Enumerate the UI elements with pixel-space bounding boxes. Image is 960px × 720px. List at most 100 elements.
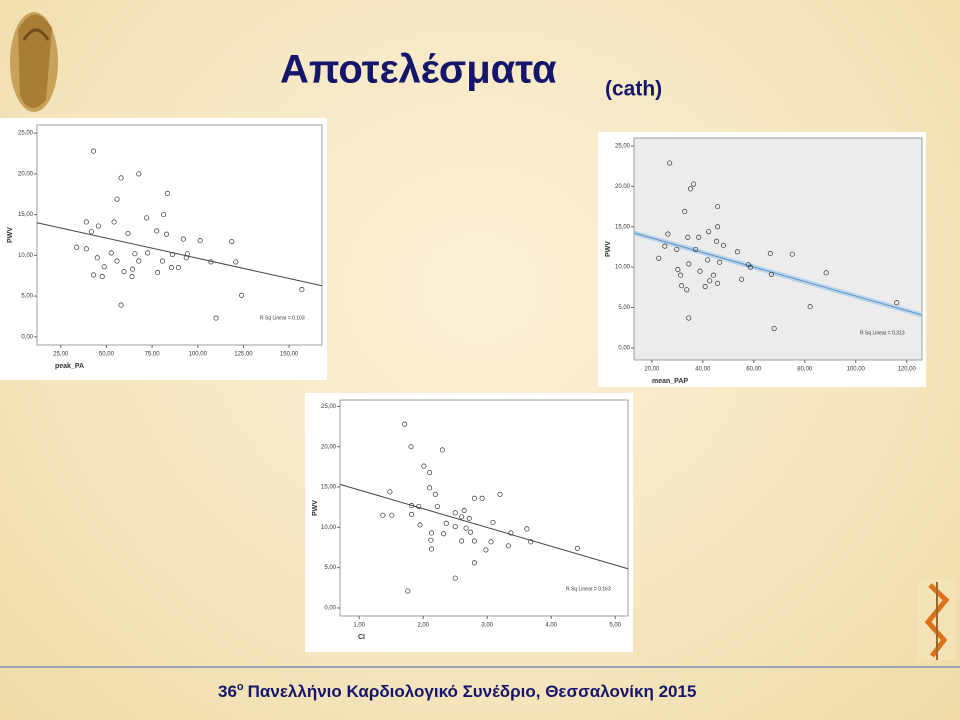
- y-tick-label: 5,00: [324, 565, 336, 571]
- x-tick-label: 100,00: [847, 367, 866, 373]
- x-tick-label: 150,00: [280, 352, 299, 358]
- point: [682, 208, 688, 215]
- point: [452, 510, 458, 516]
- point: [715, 224, 721, 230]
- x-tick-label: 4,00: [545, 623, 557, 629]
- point: [747, 264, 754, 270]
- x-tick-label: 1,00: [353, 623, 365, 629]
- point: [702, 283, 708, 290]
- x-tick-label: 75,00: [145, 352, 161, 358]
- y-tick-label: 20,00: [321, 444, 337, 450]
- x-tick-label: 40,00: [695, 367, 711, 373]
- point: [807, 304, 813, 310]
- point: [461, 507, 467, 513]
- x-axis-label: peak_PA: [55, 363, 84, 370]
- point: [239, 292, 245, 298]
- x-tick-label: 20,00: [644, 367, 660, 373]
- point: [675, 267, 681, 273]
- x-axis-label: mean_PAP: [652, 378, 688, 385]
- point: [688, 186, 694, 192]
- x-tick-label: 50,00: [99, 352, 115, 358]
- point: [164, 190, 170, 196]
- y-axis-label: PWV: [7, 227, 14, 243]
- point: [471, 495, 477, 501]
- point: [768, 271, 774, 277]
- y-tick-label: 10,00: [321, 525, 337, 531]
- point: [229, 238, 235, 245]
- x-tick-label: 25,00: [53, 352, 69, 358]
- point: [427, 485, 433, 491]
- point: [161, 212, 167, 218]
- point: [405, 588, 411, 594]
- y-tick-label: 15,00: [321, 485, 337, 491]
- point: [656, 255, 662, 261]
- point: [468, 529, 474, 535]
- x-tick-label: 5,00: [609, 623, 621, 629]
- point: [452, 575, 458, 581]
- point: [662, 243, 668, 249]
- point: [714, 238, 720, 244]
- point: [90, 272, 97, 278]
- y-tick-label: 5,00: [21, 294, 33, 300]
- point: [175, 265, 181, 271]
- plot-area: [339, 399, 629, 617]
- point: [706, 229, 712, 235]
- x-tick-label: 60,00: [746, 367, 762, 373]
- point: [101, 264, 107, 270]
- y-tick-label: 20,00: [18, 171, 34, 177]
- point: [679, 283, 685, 289]
- point: [697, 268, 703, 274]
- y-tick-label: 10,00: [615, 265, 631, 271]
- x-tick-label: 120,00: [898, 367, 917, 373]
- x-axis-label: CI: [358, 634, 365, 641]
- logo-helmet: [10, 12, 58, 112]
- point: [685, 234, 691, 240]
- fit-line: [339, 483, 629, 570]
- point: [524, 526, 530, 532]
- point: [213, 315, 219, 321]
- point: [83, 219, 89, 225]
- point: [208, 259, 214, 265]
- y-tick-label: 0,00: [324, 606, 336, 612]
- point: [508, 530, 514, 536]
- point: [488, 539, 494, 545]
- point: [710, 272, 717, 278]
- point: [432, 491, 438, 497]
- point: [427, 469, 433, 476]
- point: [136, 258, 142, 264]
- point: [408, 444, 414, 450]
- point: [83, 246, 89, 252]
- point: [674, 246, 680, 252]
- point: [739, 276, 745, 282]
- point: [233, 259, 239, 265]
- footer-number: 36: [218, 682, 237, 701]
- point: [428, 530, 435, 536]
- chart: 0,00 5,00 10,00 15,00 20,00 25,00 1,00 2,00 3,00…: [305, 393, 633, 652]
- y-tick-label: 10,00: [18, 253, 34, 259]
- plot-area: [633, 137, 923, 361]
- point: [894, 300, 900, 306]
- point: [717, 259, 723, 265]
- point: [459, 514, 465, 520]
- x-tick-label: 2,00: [417, 623, 429, 629]
- point: [129, 274, 135, 280]
- point: [665, 231, 671, 237]
- point: [734, 249, 741, 255]
- point: [452, 523, 458, 530]
- point: [771, 325, 777, 332]
- y-tick-label: 25,00: [321, 404, 337, 410]
- point: [299, 287, 305, 293]
- point: [155, 269, 161, 276]
- y-tick-label: 15,00: [615, 224, 631, 230]
- point: [428, 537, 434, 543]
- point: [154, 228, 160, 234]
- point: [114, 258, 120, 264]
- plot-area: [36, 124, 323, 346]
- slide-subtitle: (cath): [605, 78, 662, 101]
- point: [823, 270, 829, 276]
- y-tick-label: 25,00: [18, 131, 34, 137]
- point: [129, 266, 136, 272]
- point: [471, 560, 477, 566]
- point: [114, 196, 120, 202]
